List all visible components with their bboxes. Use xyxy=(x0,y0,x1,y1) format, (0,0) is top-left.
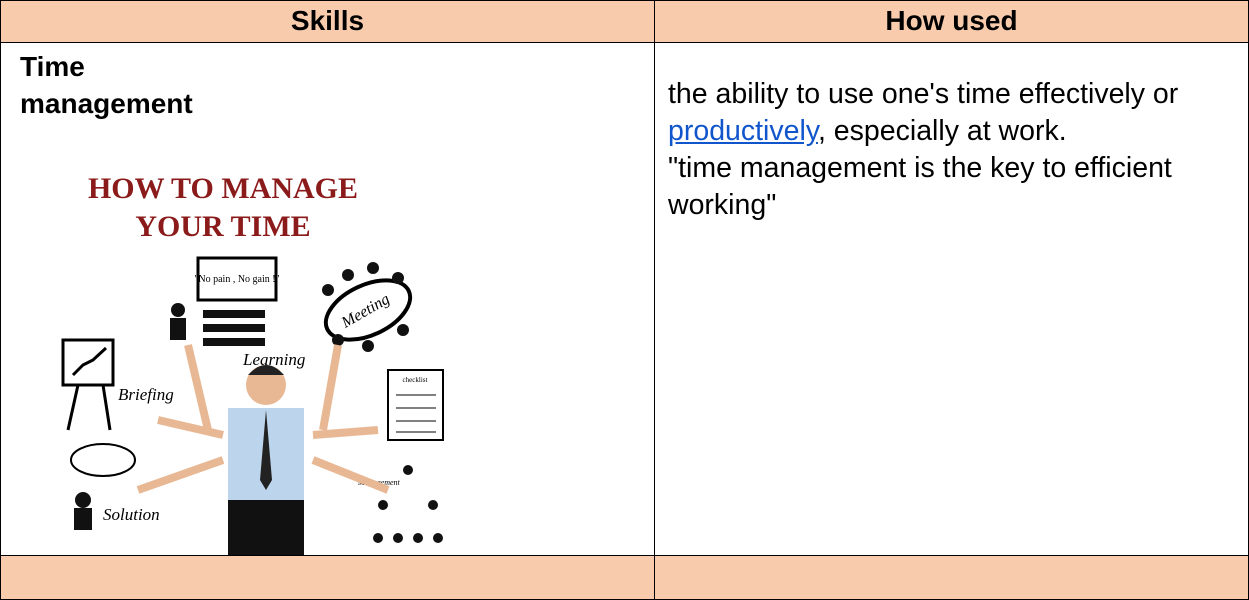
speech-text: "No pain , No gain !" xyxy=(194,274,279,285)
meeting-table xyxy=(323,278,413,342)
header-cell: Skills xyxy=(0,0,655,43)
skill-title: Time management xyxy=(20,51,193,119)
header-text: How used xyxy=(885,5,1018,36)
illustration: HOW TO MANAGE YOUR TIME "No pain , No ga… xyxy=(61,172,444,555)
definition-text: , especially at work. xyxy=(817,115,1067,147)
thought-cloud xyxy=(70,443,136,477)
empty-cell xyxy=(0,555,655,600)
meeting-people xyxy=(322,262,409,352)
label: checklist xyxy=(403,376,428,384)
image-heading: YOUR TIME xyxy=(135,210,310,243)
speech-box xyxy=(196,256,278,302)
definition: the ability to use one's time effectivel… xyxy=(668,76,1228,224)
org-chart xyxy=(373,465,443,543)
label: Briefing xyxy=(118,385,174,404)
definition-text: the ability to use one's time effectivel… xyxy=(668,78,1179,110)
link[interactable]: productively xyxy=(668,115,818,147)
label: Learning xyxy=(242,350,305,369)
header-text: Skills xyxy=(290,5,365,36)
label: Solution xyxy=(103,505,160,524)
header-cell: How used xyxy=(654,0,1249,43)
image-heading: HOW TO MANAGE xyxy=(88,172,358,205)
label: Meeting xyxy=(338,291,393,332)
checklist xyxy=(387,369,444,441)
empty-cell xyxy=(654,555,1249,600)
example-text: "time management is the key to efficient… xyxy=(668,152,1172,221)
businessman xyxy=(136,344,390,555)
audience xyxy=(170,303,265,346)
